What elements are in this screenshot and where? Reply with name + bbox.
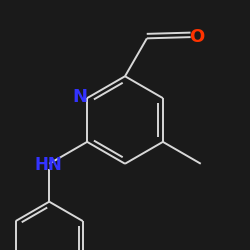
Text: O: O: [189, 28, 204, 46]
Text: N: N: [72, 88, 88, 106]
Text: HN: HN: [34, 156, 62, 174]
